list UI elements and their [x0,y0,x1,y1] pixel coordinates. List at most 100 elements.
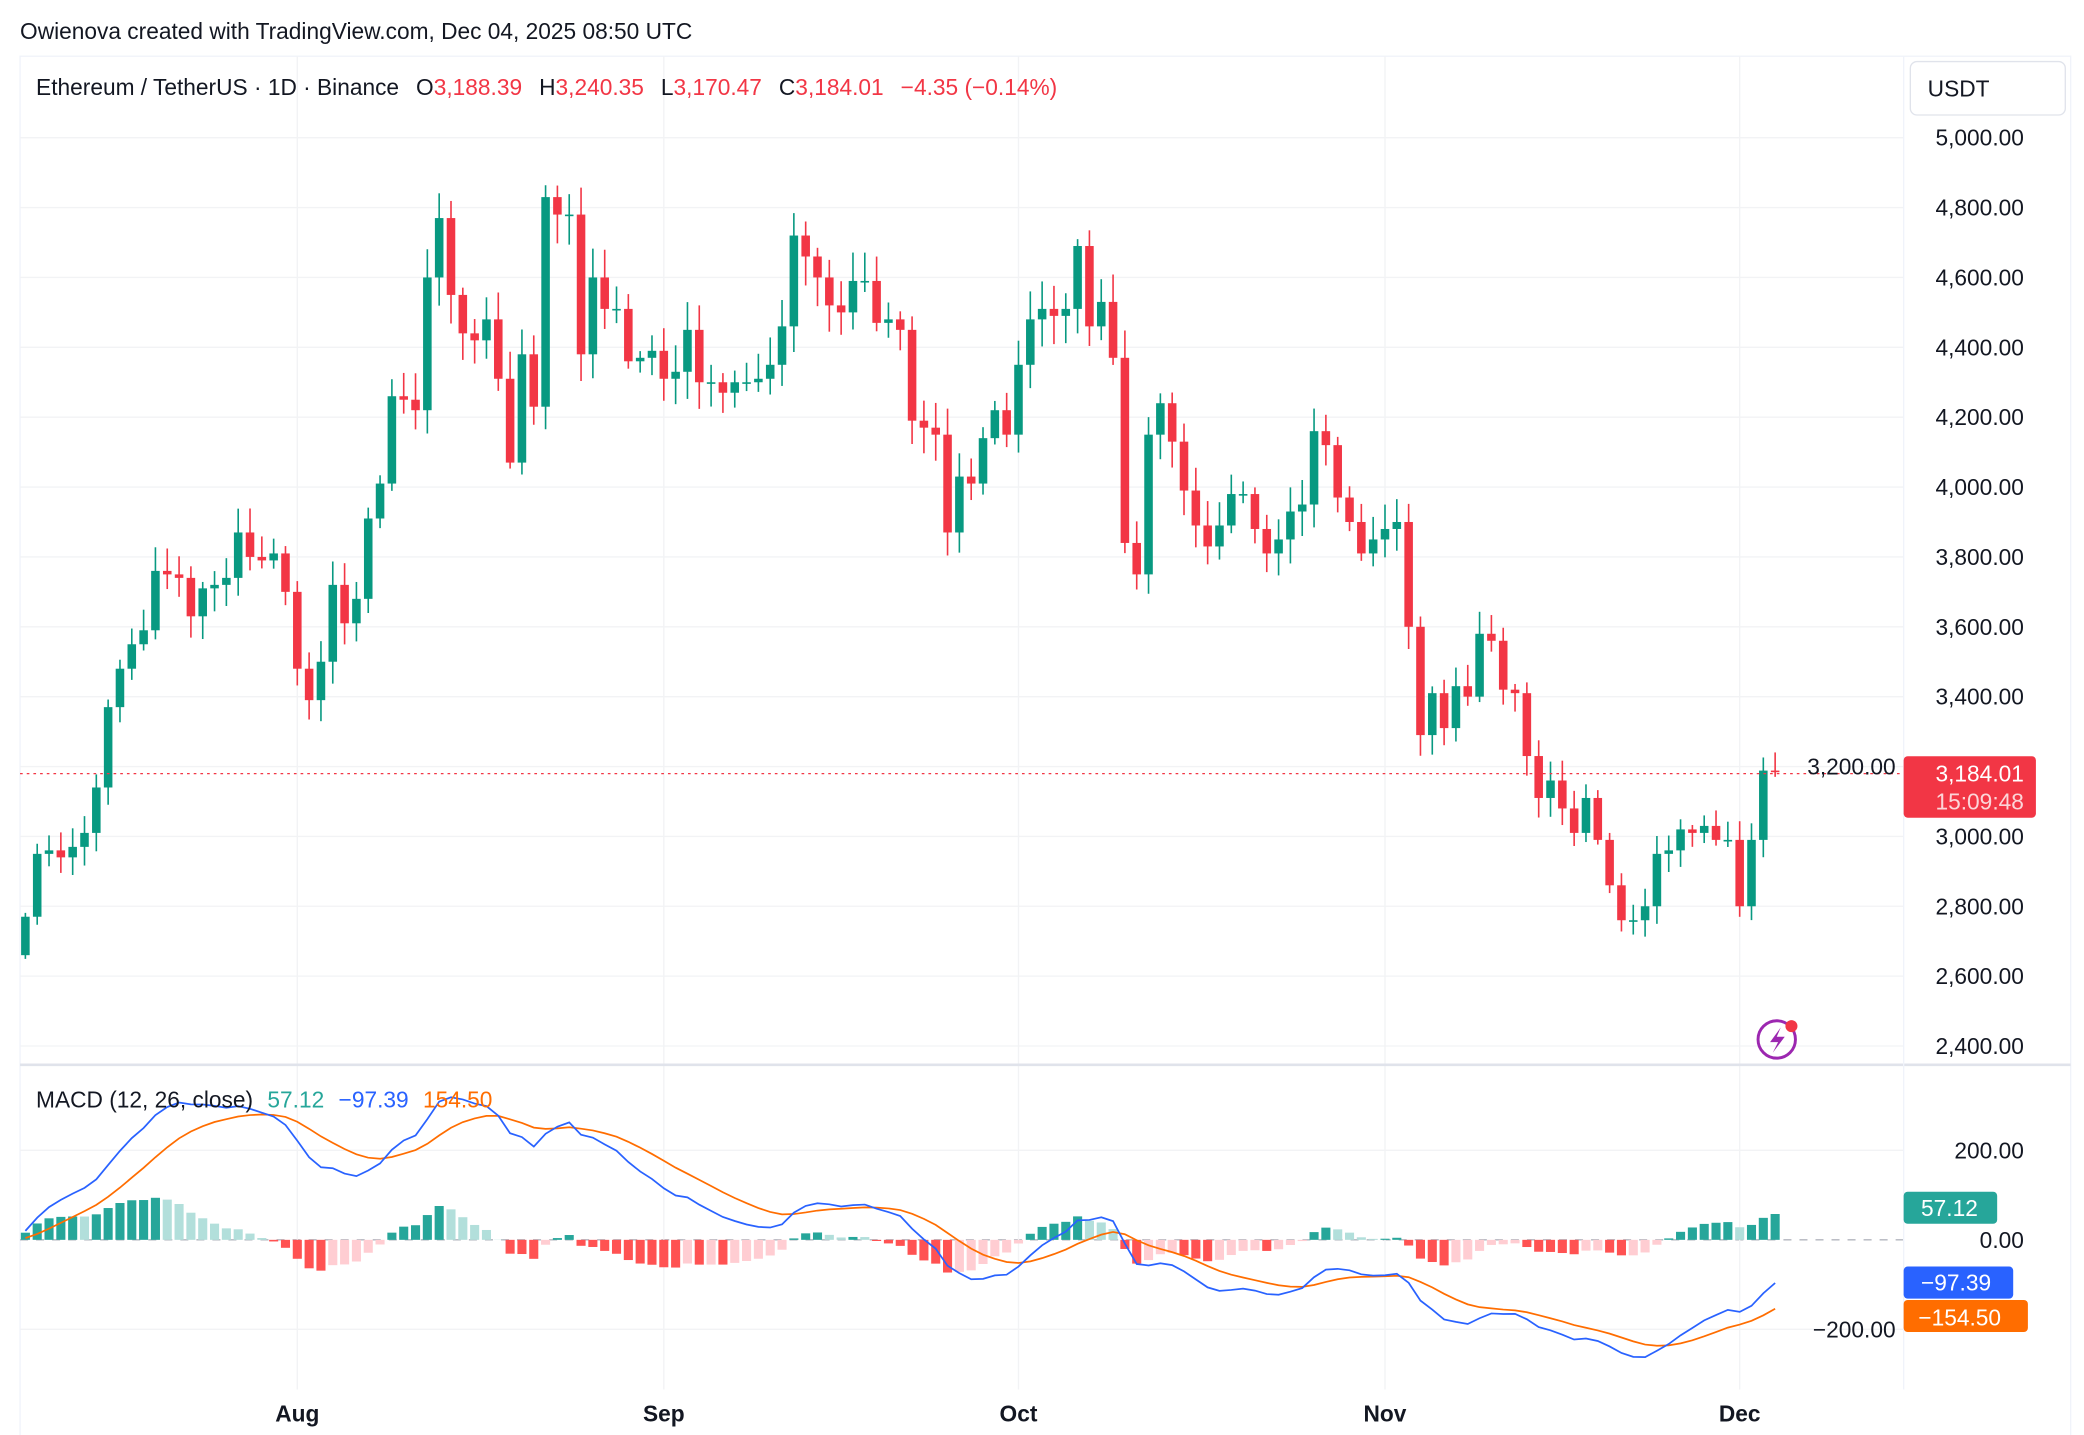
histogram-bar [718,1239,728,1265]
candle-body [1357,521,1366,554]
candle [1664,835,1674,873]
candle [1522,682,1532,776]
histogram-bar [1486,1239,1496,1245]
candle [411,373,420,430]
candle [884,302,893,338]
candle [1321,414,1331,466]
candle-body [1534,756,1543,798]
histogram-bar [1711,1222,1721,1240]
histogram-bar [1676,1231,1686,1240]
candle [80,816,89,866]
candle [198,581,207,640]
candle-body [754,378,763,383]
candle-body [1120,357,1130,543]
histogram-bar [351,1239,361,1262]
candle [1593,790,1603,845]
histogram-bar [635,1239,645,1264]
candle-body [340,584,349,624]
histogram-bar [789,1238,799,1240]
candle [1652,836,1662,924]
histogram-bar [1262,1239,1272,1251]
candle-body [1167,403,1177,442]
low-value: 3,170.47 [674,74,762,100]
histogram-bar [292,1239,302,1259]
candle-body [269,553,278,561]
histogram-bar [1392,1237,1402,1240]
candle-body [257,556,267,561]
candle [1333,436,1342,513]
candle [92,774,101,852]
time-tick-label: Dec [1719,1401,1761,1427]
candle-body [1073,246,1082,309]
candle [1203,501,1212,565]
price-tick-label: 5,000.00 [1936,125,2024,151]
candle [966,458,976,501]
candle-body [1699,825,1709,833]
candle-body [1664,850,1674,854]
time-axis[interactable]: Aug Sep Oct Nov Dec [275,1401,1760,1427]
candle-body [966,476,976,484]
candle [434,193,444,306]
histogram-bar [446,1209,456,1240]
price-axis[interactable]: 5,000.00 4,800.00 4,600.00 4,400.00 4,200.00… [1807,125,2024,1059]
candle-body [612,308,621,311]
price-tick-label: 3,800.00 [1936,544,2024,570]
histogram-bar [1522,1239,1532,1248]
macd-legend[interactable]: MACD (12, 26, close) 57.12 −97.39 154.50 [36,1087,492,1113]
candle [1487,615,1496,652]
histogram-bar [328,1239,338,1266]
candle-body [1297,504,1307,512]
candle-body [990,410,1000,439]
candle-body [80,832,89,847]
histogram-bar [1404,1239,1414,1246]
histogram-bar [115,1203,125,1240]
candle [1250,487,1260,544]
candle [328,561,338,684]
candle [1380,504,1390,558]
currency-button[interactable]: USDT [1909,60,2066,116]
candle [304,652,314,720]
candle-body [848,280,858,313]
symbol-title: Ethereum / TetherUS · 1D · Binance [36,74,399,100]
candle-body [1238,494,1248,496]
candle-body [730,382,740,393]
lightning-alert-icon[interactable] [1756,1019,1798,1060]
candle [1037,281,1047,347]
histogram-bar [150,1197,160,1240]
histogram-bar [1167,1239,1177,1253]
candle-body [1345,497,1354,522]
signal-badge-value: −154.50 [1918,1304,2001,1330]
histogram-bar [1356,1237,1366,1240]
histogram-bar [990,1239,1000,1257]
histogram-bar [1049,1223,1059,1240]
candle [1770,752,1780,777]
candle-body [174,574,184,578]
macd-histogram [20,1197,1780,1273]
candle-body [765,364,775,379]
candle-body [931,427,941,435]
histogram-bar [1439,1239,1449,1266]
macd-axis[interactable]: 200.00 0.00 −200.00 [1813,1137,2024,1342]
histogram-bar [56,1216,66,1240]
candle [671,345,680,405]
candle [1699,815,1709,844]
candle-body [446,218,456,295]
histogram-bar [387,1232,397,1240]
candle [1167,392,1177,468]
histogram-bar [694,1239,704,1265]
candle [825,259,834,332]
histogram-bar [340,1239,350,1265]
histogram-bar [1616,1239,1626,1256]
candle [1628,904,1638,935]
candle [56,832,66,873]
histogram-bar [824,1234,834,1240]
candle [1297,479,1307,537]
candle [482,297,491,359]
price-tick-label: 4,800.00 [1936,195,2024,221]
price-tick-label: 4,200.00 [1936,404,2024,430]
histogram-bar [1699,1223,1709,1240]
histogram-bar [659,1239,669,1268]
candle [399,372,408,414]
candle-body [1049,308,1059,316]
